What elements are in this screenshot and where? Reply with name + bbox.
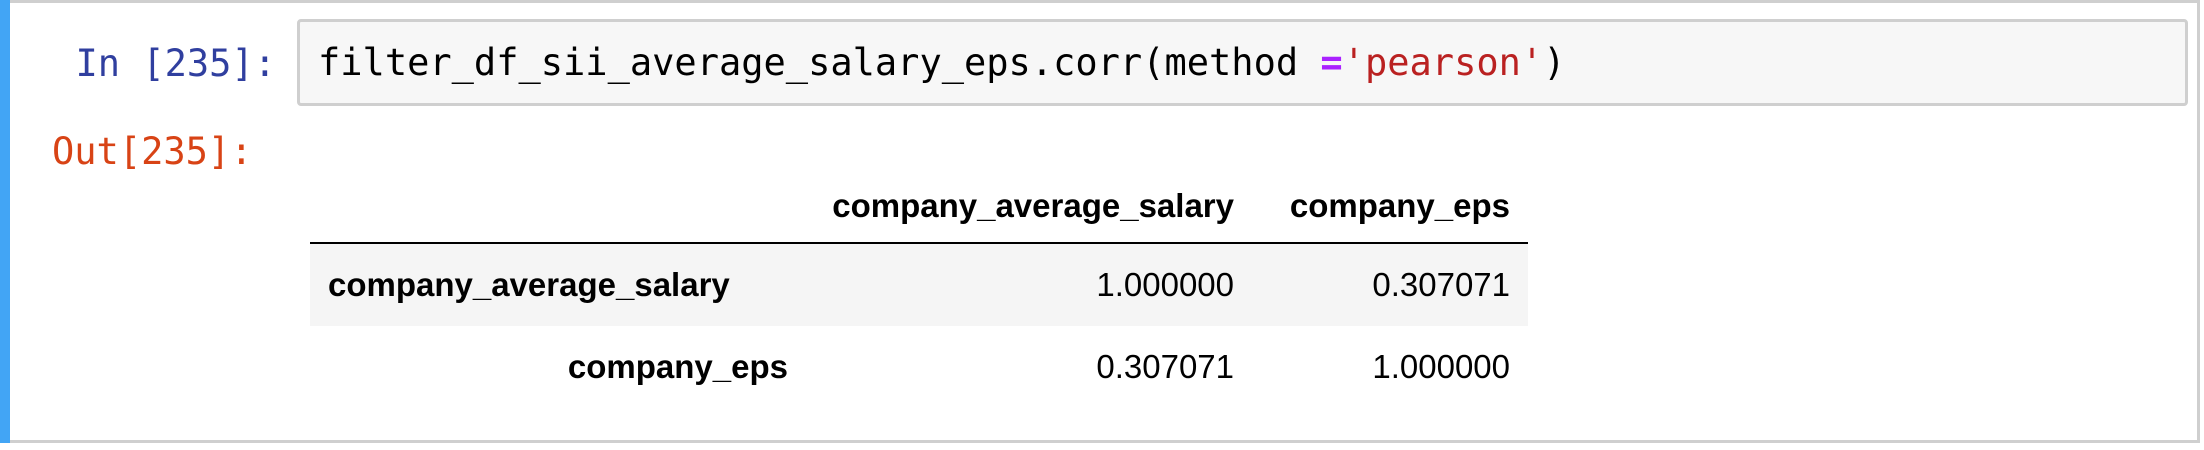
table-header-row: company_average_salary company_eps — [310, 170, 1528, 244]
table-cell: 0.307071 — [1096, 348, 1234, 385]
table-corner-cell — [310, 170, 806, 244]
cell-selected-indicator — [0, 0, 10, 443]
table-row: company_average_salary 1.000000 0.307071 — [310, 243, 1528, 326]
code-line[interactable]: filter_df_sii_average_salary_eps.corr(me… — [318, 41, 1565, 85]
dataframe-table: company_average_salary company_eps compa… — [310, 170, 1528, 408]
table-cell: 0.307071 — [1372, 266, 1510, 303]
code-operator: = — [1320, 41, 1343, 84]
table-row: company_eps 0.307071 1.000000 — [310, 326, 1528, 408]
table-cell: 1.000000 — [1372, 348, 1510, 385]
output-prompt: Out[235]: — [52, 130, 253, 173]
output-area: company_average_salary company_eps compa… — [310, 170, 1528, 408]
code-string: 'pearson' — [1342, 41, 1544, 84]
code-suffix: ) — [1543, 41, 1566, 84]
row-label: company_eps — [567, 348, 788, 385]
input-prompt: In [235]: — [75, 42, 276, 85]
row-label: company_average_salary — [328, 266, 730, 303]
column-header: company_average_salary — [806, 170, 1252, 244]
code-input-area[interactable]: filter_df_sii_average_salary_eps.corr(me… — [297, 19, 2188, 106]
table-cell: 1.000000 — [1096, 266, 1234, 303]
column-header: company_eps — [1252, 170, 1528, 244]
code-text: filter_df_sii_average_salary_eps.corr(me… — [318, 41, 1321, 84]
